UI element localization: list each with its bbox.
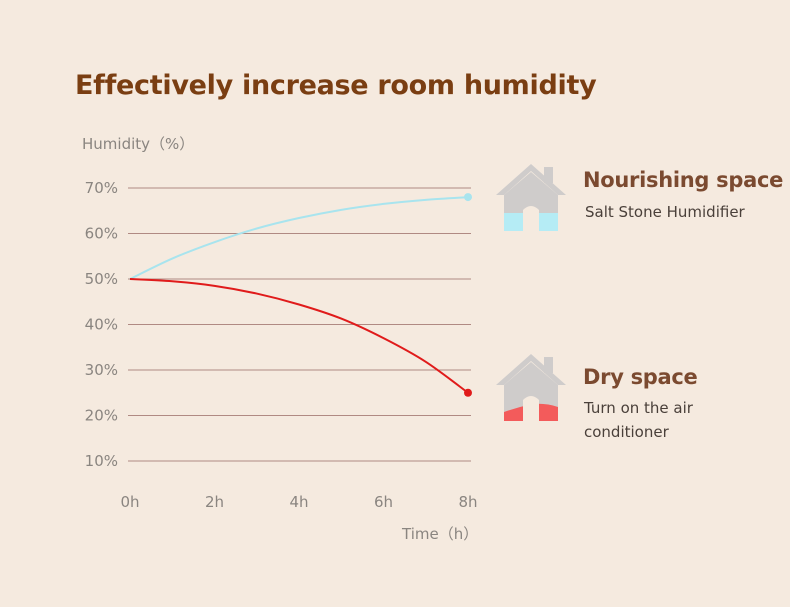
x-tick-label: 6h — [374, 493, 393, 511]
legend-subtitle-dry-line1: Turn on the air — [584, 399, 693, 417]
chart-title: Effectively increase room humidity — [75, 70, 597, 101]
x-axis-label: Time（h） — [402, 525, 479, 543]
y-tick-label: 30% — [85, 361, 118, 379]
series-line-nourishing-space — [129, 196, 469, 280]
series-endpoint-dry-space — [464, 388, 472, 397]
series-line-dry-space — [129, 278, 469, 394]
y-tick-label: 40% — [85, 316, 118, 334]
x-tick-label: 4h — [289, 493, 308, 511]
house-icon-dry — [496, 354, 566, 421]
y-tick-label: 50% — [85, 270, 118, 288]
series-endpoint-nourishing-space — [464, 193, 472, 202]
y-tick-label: 70% — [85, 179, 118, 197]
x-tick-label: 0h — [120, 493, 139, 511]
y-axis-label: Humidity（%） — [82, 135, 195, 153]
legend-title-nourishing: Nourishing space — [583, 168, 784, 192]
x-tick-label: 2h — [205, 493, 224, 511]
y-tick-label: 60% — [85, 225, 118, 243]
legend-subtitle-dry-line2: conditioner — [584, 423, 669, 441]
y-tick-label: 10% — [85, 452, 118, 470]
legend-title-dry: Dry space — [583, 365, 698, 389]
legend-subtitle-nourishing: Salt Stone Humidifier — [585, 203, 745, 221]
house-icon-nourishing — [496, 164, 566, 231]
y-tick-label: 20% — [85, 407, 118, 425]
x-tick-label: 8h — [458, 493, 477, 511]
